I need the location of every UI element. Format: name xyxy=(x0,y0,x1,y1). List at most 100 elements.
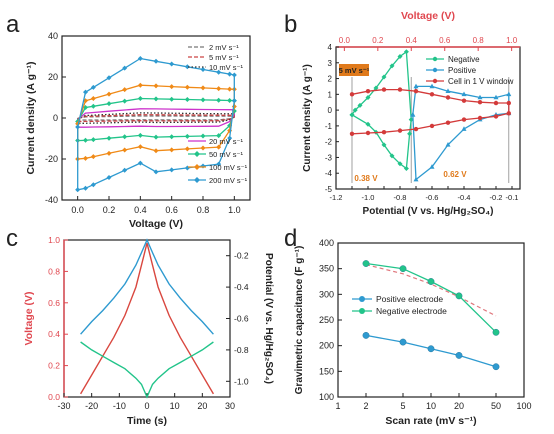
b-series-marker xyxy=(493,94,499,100)
b-series-marker xyxy=(506,100,511,106)
b-series-marker xyxy=(407,131,413,137)
c-series-line xyxy=(79,242,215,395)
a-legend-label: 2 mV s⁻¹ xyxy=(209,43,239,52)
d-xtick-label: 50 xyxy=(491,401,501,411)
d-series-marker xyxy=(399,265,407,273)
a-xtick-label: 0.6 xyxy=(165,205,178,215)
a-series-marker xyxy=(169,61,175,67)
a-series-marker xyxy=(83,185,88,191)
a-series-marker xyxy=(75,187,81,193)
a-series-marker xyxy=(153,148,159,154)
a-legend-label: 50 mV s⁻¹ xyxy=(209,150,243,159)
d-legend-marker xyxy=(359,296,365,302)
b-ytick-label: 3 xyxy=(328,59,333,68)
a-legend-marker xyxy=(194,164,200,170)
c-xtick-label: 0 xyxy=(144,401,149,411)
c-ytick-left-label: 0.4 xyxy=(48,329,60,339)
a-series-marker xyxy=(90,154,96,160)
a-series-marker xyxy=(169,84,175,90)
a-series-marker xyxy=(137,56,143,62)
a-series-marker xyxy=(106,175,112,181)
b-series-marker xyxy=(357,102,363,108)
d-legend-label: Negative electrode xyxy=(376,306,447,316)
b-series-marker xyxy=(413,176,419,182)
c-ylabel-right: Potential (V vs. Hg/Hg₂SO₄) xyxy=(263,253,274,384)
a-series-marker xyxy=(122,167,128,173)
d-legend-label: Positive electrode xyxy=(376,294,443,304)
a-xlabel: Voltage (V) xyxy=(129,218,183,230)
b-series-marker xyxy=(493,100,499,106)
b-ytick-label: 0 xyxy=(328,106,333,115)
a-series-marker xyxy=(200,133,206,139)
c-xtick-label: -10 xyxy=(113,401,126,411)
a-series-marker xyxy=(106,75,112,81)
a-series-marker xyxy=(137,144,143,150)
c-ytick-right-label: -0.2 xyxy=(234,251,249,261)
b-ytick-label: 4 xyxy=(328,43,333,52)
a-ytick-label: 20 xyxy=(48,72,58,82)
a-series-marker xyxy=(169,147,175,153)
a-series-marker xyxy=(137,160,143,166)
panel-d-chart: 1 2 5 10 20 50 100 100 150 200 250 300 350 400 Scan ra… xyxy=(294,238,532,427)
b-series-marker xyxy=(445,120,451,125)
a-series-marker xyxy=(200,97,206,103)
b-top-tick-label: 0.2 xyxy=(372,36,384,45)
a-series-marker xyxy=(83,137,88,143)
d-xtick-label: 100 xyxy=(516,401,531,411)
d-series-marker xyxy=(427,278,435,285)
a-series-line xyxy=(77,108,235,128)
b-series-marker xyxy=(365,130,371,136)
a-series-marker xyxy=(200,85,206,91)
c-ytick-right-label: -0.8 xyxy=(234,345,249,355)
panel-letter-c: c xyxy=(6,225,18,252)
a-series-marker xyxy=(184,133,190,139)
b-xlabel: Potential (V vs. Hg/Hg₂SO₄) xyxy=(363,206,494,217)
c-ytick-right-label: -0.6 xyxy=(234,314,249,324)
a-xtick-label: 1.0 xyxy=(228,205,241,215)
a-legend-label: 10 mV s⁻¹ xyxy=(209,63,243,72)
b-ytick-label: -1 xyxy=(325,122,333,131)
b-series-marker xyxy=(403,165,409,171)
b-series-marker xyxy=(445,142,451,147)
b-series-marker xyxy=(477,100,483,105)
a-xtick-label: 0.0 xyxy=(71,205,84,215)
c-ytick-left-label: 0.6 xyxy=(48,298,60,308)
b-legend-marker xyxy=(432,67,438,73)
d-series-marker xyxy=(455,292,463,300)
a-series-marker xyxy=(216,161,222,167)
b-ytick-label: -3 xyxy=(325,153,333,162)
a-series-marker xyxy=(90,96,96,102)
panel-letter-d: d xyxy=(284,225,297,252)
a-legend-label: 100 mV s⁻¹ xyxy=(209,163,248,172)
b-rate-badge xyxy=(339,64,369,76)
b-xtick-label: -0.4 xyxy=(458,193,471,202)
b-series-marker xyxy=(461,117,467,122)
a-series-marker xyxy=(216,69,222,75)
b-series-marker xyxy=(397,128,403,133)
a-series-marker xyxy=(184,64,190,70)
b-series-marker xyxy=(461,126,467,131)
a-series-marker xyxy=(184,146,190,152)
c-xtick-label: 20 xyxy=(197,401,207,411)
b-series-marker xyxy=(349,131,355,136)
a-series-marker xyxy=(137,96,143,102)
b-series-marker xyxy=(381,87,387,92)
panel-a-chart: 0.0 0.2 0.4 0.6 0.8 1.0 -40 -20 0 20 40 Voltage (V)… xyxy=(25,31,251,230)
a-series-marker xyxy=(227,86,233,92)
d-ytick-label: 100 xyxy=(319,392,334,402)
a-series-marker xyxy=(231,72,237,78)
a-ytick-label: 0 xyxy=(53,113,58,123)
b-series-marker xyxy=(349,112,355,118)
b-top-tick-label: 1.0 xyxy=(506,36,518,45)
b-xtick-label: -0.2 xyxy=(490,193,503,202)
b-series-marker xyxy=(365,121,371,127)
b-series-marker xyxy=(429,123,435,129)
c-xtick-label: -20 xyxy=(85,401,98,411)
a-legend-label: 5 mV s⁻¹ xyxy=(209,53,239,62)
c-series-line xyxy=(80,238,214,335)
b-series-line xyxy=(351,50,412,170)
panel-letter-b: b xyxy=(284,11,297,38)
a-legend-marker xyxy=(194,151,200,157)
d-series-marker xyxy=(362,331,370,339)
b-ytick-label: -5 xyxy=(325,185,333,194)
